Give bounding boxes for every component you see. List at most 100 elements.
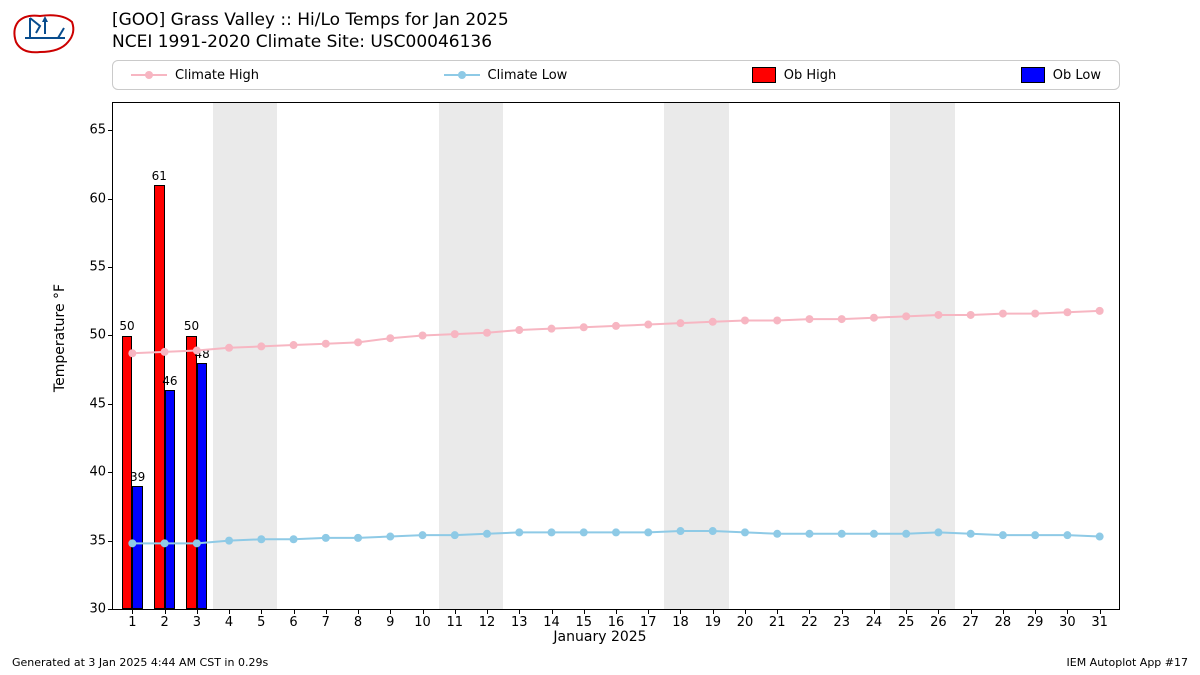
climate-low-marker bbox=[128, 539, 136, 547]
climate-low-marker bbox=[580, 528, 588, 536]
footer-generation-time: Generated at 3 Jan 2025 4:44 AM CST in 0… bbox=[12, 656, 268, 669]
climate-low-marker bbox=[419, 531, 427, 539]
legend-climate-low: Climate Low bbox=[444, 68, 568, 83]
climate-high-marker bbox=[548, 325, 556, 333]
y-tick-label: 60 bbox=[89, 191, 106, 206]
x-tick-label: 20 bbox=[737, 615, 754, 630]
x-tick-label: 14 bbox=[543, 615, 560, 630]
x-tick-label: 8 bbox=[354, 615, 362, 630]
x-tick-label: 18 bbox=[672, 615, 689, 630]
climate-high-marker bbox=[386, 334, 394, 342]
legend-climate-high: Climate High bbox=[131, 68, 259, 83]
climate-high-marker bbox=[193, 347, 201, 355]
y-tick-label: 65 bbox=[89, 123, 106, 138]
x-tick-label: 10 bbox=[414, 615, 431, 630]
y-tick-label: 35 bbox=[89, 533, 106, 548]
x-tick-label: 19 bbox=[704, 615, 721, 630]
climate-high-marker bbox=[1031, 310, 1039, 318]
x-tick-label: 2 bbox=[160, 615, 168, 630]
y-tick-label: 55 bbox=[89, 260, 106, 275]
climate-high-line bbox=[132, 311, 1099, 353]
climate-low-marker bbox=[741, 528, 749, 536]
climate-high-marker bbox=[838, 315, 846, 323]
climate-low-marker bbox=[676, 527, 684, 535]
x-tick-label: 4 bbox=[225, 615, 233, 630]
climate-low-marker bbox=[773, 530, 781, 538]
x-axis-label: January 2025 bbox=[553, 629, 646, 645]
legend-label: Climate High bbox=[175, 68, 259, 83]
climate-high-marker bbox=[419, 331, 427, 339]
x-tick-label: 27 bbox=[962, 615, 979, 630]
x-tick-label: 1 bbox=[128, 615, 136, 630]
climate-high-marker bbox=[805, 315, 813, 323]
climate-low-marker bbox=[515, 528, 523, 536]
y-axis-label: Temperature °F bbox=[52, 283, 68, 391]
climate-low-marker bbox=[322, 534, 330, 542]
legend-label: Ob Low bbox=[1053, 68, 1101, 83]
x-tick-label: 16 bbox=[608, 615, 625, 630]
climate-high-marker bbox=[161, 348, 169, 356]
chart-titles: [GOO] Grass Valley :: Hi/Lo Temps for Ja… bbox=[112, 10, 509, 54]
x-tick-label: 5 bbox=[257, 615, 265, 630]
footer-app-id: IEM Autoplot App #17 bbox=[1067, 656, 1189, 669]
x-tick-label: 22 bbox=[801, 615, 818, 630]
climate-low-marker bbox=[838, 530, 846, 538]
climate-low-marker bbox=[386, 533, 394, 541]
legend-ob-low: Ob Low bbox=[1021, 67, 1101, 83]
x-tick-label: 6 bbox=[289, 615, 297, 630]
title-line-1: [GOO] Grass Valley :: Hi/Lo Temps for Ja… bbox=[112, 10, 509, 32]
x-tick-label: 21 bbox=[769, 615, 786, 630]
climate-low-marker bbox=[612, 528, 620, 536]
x-tick-label: 29 bbox=[1027, 615, 1044, 630]
climate-high-marker bbox=[709, 318, 717, 326]
title-line-2: NCEI 1991-2020 Climate Site: USC00046136 bbox=[112, 32, 509, 54]
climate-low-marker bbox=[451, 531, 459, 539]
x-tick-label: 17 bbox=[640, 615, 657, 630]
climate-high-marker bbox=[870, 314, 878, 322]
climate-high-marker bbox=[902, 312, 910, 320]
climate-low-marker bbox=[483, 530, 491, 538]
x-tick-label: 24 bbox=[866, 615, 883, 630]
climate-low-marker bbox=[193, 539, 201, 547]
x-tick-label: 23 bbox=[833, 615, 850, 630]
climate-low-marker bbox=[1096, 533, 1104, 541]
climate-low-marker bbox=[870, 530, 878, 538]
climate-high-marker bbox=[580, 323, 588, 331]
climate-low-marker bbox=[1063, 531, 1071, 539]
plot-area: 3035404550556065123456789101112131415161… bbox=[112, 102, 1120, 610]
x-tick-label: 7 bbox=[322, 615, 330, 630]
y-tick-label: 40 bbox=[89, 465, 106, 480]
climate-high-marker bbox=[483, 329, 491, 337]
climate-low-marker bbox=[548, 528, 556, 536]
x-tick-label: 11 bbox=[447, 615, 464, 630]
x-tick-label: 25 bbox=[898, 615, 915, 630]
climate-low-marker bbox=[354, 534, 362, 542]
climate-high-marker bbox=[451, 330, 459, 338]
y-tick-label: 30 bbox=[89, 602, 106, 617]
climate-high-marker bbox=[290, 341, 298, 349]
climate-low-marker bbox=[967, 530, 975, 538]
legend-label: Climate Low bbox=[488, 68, 568, 83]
climate-high-marker bbox=[354, 338, 362, 346]
climate-high-marker bbox=[1096, 307, 1104, 315]
legend-ob-high: Ob High bbox=[752, 67, 837, 83]
climate-high-marker bbox=[676, 319, 684, 327]
x-tick-label: 3 bbox=[193, 615, 201, 630]
climate-high-marker bbox=[225, 344, 233, 352]
y-tick-label: 45 bbox=[89, 396, 106, 411]
climate-low-marker bbox=[644, 528, 652, 536]
climate-high-marker bbox=[773, 316, 781, 324]
legend-label: Ob High bbox=[784, 68, 837, 83]
legend: Climate High Climate Low Ob High Ob Low bbox=[112, 60, 1120, 90]
climate-low-marker bbox=[902, 530, 910, 538]
x-tick-label: 15 bbox=[575, 615, 592, 630]
y-tick-label: 50 bbox=[89, 328, 106, 343]
climate-high-marker bbox=[741, 316, 749, 324]
climate-high-marker bbox=[934, 311, 942, 319]
climate-low-marker bbox=[161, 539, 169, 547]
climate-high-marker bbox=[257, 342, 265, 350]
climate-high-marker bbox=[999, 310, 1007, 318]
x-tick-label: 30 bbox=[1059, 615, 1076, 630]
climate-low-marker bbox=[805, 530, 813, 538]
climate-high-marker bbox=[128, 349, 136, 357]
